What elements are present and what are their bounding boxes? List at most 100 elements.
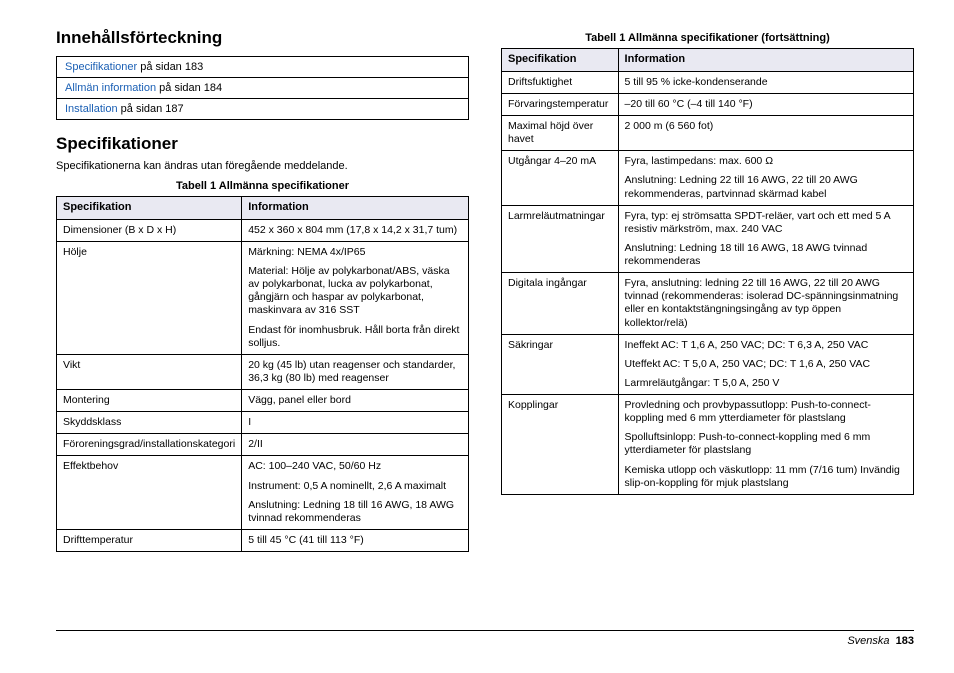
spec-cell: Skyddsklass bbox=[57, 412, 242, 434]
info-block: Uteffekt AC: T 5,0 A, 250 VAC; DC: T 1,6… bbox=[625, 358, 907, 371]
info-cell: 2/II bbox=[242, 434, 469, 456]
info-block: 20 kg (45 lb) utan reagenser och standar… bbox=[248, 359, 462, 385]
table-row: Digitala ingångarFyra, anslutning: ledni… bbox=[502, 273, 914, 335]
toc-table: Specifikationer på sidan 183 Allmän info… bbox=[56, 56, 469, 120]
info-block: Provledning och provbypassutlopp: Push-t… bbox=[625, 399, 907, 425]
info-block: 452 x 360 x 804 mm (17,8 x 14,2 x 31,7 t… bbox=[248, 224, 462, 237]
spec-intro: Specifikationerna kan ändras utan föregå… bbox=[56, 160, 469, 172]
info-cell: Fyra, typ: ej strömsatta SPDT-reläer, va… bbox=[618, 205, 913, 273]
info-cell: Fyra, lastimpedans: max. 600 Ω Anslutning… bbox=[618, 151, 913, 205]
info-block: Larmreläutgångar: T 5,0 A, 250 V bbox=[625, 377, 907, 390]
info-cell: 452 x 360 x 804 mm (17,8 x 14,2 x 31,7 t… bbox=[242, 219, 469, 241]
table-row: Vikt20 kg (45 lb) utan reagenser och sta… bbox=[57, 354, 469, 389]
info-block: Material: Hölje av polykarbonat/ABS, väs… bbox=[248, 265, 462, 318]
info-block: Endast för inomhusbruk. Håll borta från … bbox=[248, 324, 462, 350]
page-body: Innehållsförteckning Specifikationer på … bbox=[0, 0, 954, 620]
info-cell: Vägg, panel eller bord bbox=[242, 390, 469, 412]
spec-cell: Förvaringstemperatur bbox=[502, 93, 619, 115]
spec-cell: Vikt bbox=[57, 354, 242, 389]
table-row: Montering Vägg, panel eller bord bbox=[57, 390, 469, 412]
col-header-spec: Specifikation bbox=[502, 49, 619, 72]
table1-caption-cont: Tabell 1 Allmänna specifikationer (forts… bbox=[501, 32, 914, 44]
right-column: Tabell 1 Allmänna specifikationer (forts… bbox=[501, 28, 914, 620]
spec-cell: Digitala ingångar bbox=[502, 273, 619, 335]
table-row: Effektbehov AC: 100–240 VAC, 50/60 Hz Inst… bbox=[57, 456, 469, 530]
info-block: Vägg, panel eller bord bbox=[248, 394, 462, 407]
toc-suffix: på sidan 187 bbox=[118, 103, 184, 115]
spec-cell: Utgångar 4–20 mA bbox=[502, 151, 619, 205]
spec-cell: Effektbehov bbox=[57, 456, 242, 530]
left-column: Innehållsförteckning Specifikationer på … bbox=[56, 28, 469, 620]
info-block: Anslutning: Ledning 22 till 16 AWG, 22 t… bbox=[625, 174, 907, 200]
info-block: 5 till 95 % icke-kondenserande bbox=[625, 76, 907, 89]
info-cell: –20 till 60 °C (–4 till 140 °F) bbox=[618, 93, 913, 115]
info-cell: Fyra, anslutning: ledning 22 till 16 AWG… bbox=[618, 273, 913, 335]
toc-row: Allmän information på sidan 184 bbox=[57, 78, 469, 99]
table-row: Utgångar 4–20 mAFyra, lastimpedans: max.… bbox=[502, 151, 914, 205]
info-block: Fyra, lastimpedans: max. 600 Ω bbox=[625, 155, 907, 168]
table-row: Skyddsklass I bbox=[57, 412, 469, 434]
spec-cell: Säkringar bbox=[502, 334, 619, 394]
spec-cell: Drifttemperatur bbox=[57, 529, 242, 551]
info-cell: 5 till 45 °C (41 till 113 °F) bbox=[242, 529, 469, 551]
col-header-info: Information bbox=[242, 197, 469, 220]
spec-cell: Larmreläutmatningar bbox=[502, 205, 619, 273]
toc-row: Specifikationer på sidan 183 bbox=[57, 57, 469, 78]
info-cell: 2 000 m (6 560 fot) bbox=[618, 116, 913, 151]
info-block: AC: 100–240 VAC, 50/60 Hz bbox=[248, 460, 462, 473]
col-header-info: Information bbox=[618, 49, 913, 72]
table-row: KopplingarProvledning och provbypassutlo… bbox=[502, 395, 914, 495]
table-row: Föroreningsgrad/installationskategori 2/I… bbox=[57, 434, 469, 456]
spec-cell: Dimensioner (B x D x H) bbox=[57, 219, 242, 241]
info-block: I bbox=[248, 416, 462, 429]
toc-link[interactable]: Allmän information bbox=[65, 82, 156, 94]
toc-suffix: på sidan 184 bbox=[156, 82, 222, 94]
table1-caption: Tabell 1 Allmänna specifikationer bbox=[56, 180, 469, 192]
info-cell: 20 kg (45 lb) utan reagenser och standar… bbox=[242, 354, 469, 389]
table-row: Hölje Märkning: NEMA 4x/IP65 Material: Höl… bbox=[57, 241, 469, 354]
info-block: 2/II bbox=[248, 438, 462, 451]
spec-cell: Kopplingar bbox=[502, 395, 619, 495]
info-block: –20 till 60 °C (–4 till 140 °F) bbox=[625, 98, 907, 111]
toc-row: Installation på sidan 187 bbox=[57, 99, 469, 120]
info-block: Spolluftsinlopp: Push-to-connect-kopplin… bbox=[625, 431, 907, 457]
col-header-spec: Specifikation bbox=[57, 197, 242, 220]
info-cell: AC: 100–240 VAC, 50/60 Hz Instrument: 0,5… bbox=[242, 456, 469, 530]
info-cell: Ineffekt AC: T 1,6 A, 250 VAC; DC: T 6,3… bbox=[618, 334, 913, 394]
table-row: LarmreläutmatningarFyra, typ: ej strömsa… bbox=[502, 205, 914, 273]
info-block: Fyra, anslutning: ledning 22 till 16 AWG… bbox=[625, 277, 907, 330]
table-row: Säkringar Ineffekt AC: T 1,6 A, 250 VAC; … bbox=[502, 334, 914, 394]
spec-table-right: Specifikation Information Driftsfuktighe… bbox=[501, 48, 914, 495]
table-row: Drifttemperatur 5 till 45 °C (41 till 113… bbox=[57, 529, 469, 551]
info-cell: 5 till 95 % icke-kondenserande bbox=[618, 71, 913, 93]
footer-page-number: 183 bbox=[896, 635, 914, 647]
info-cell: Märkning: NEMA 4x/IP65 Material: Hölje av… bbox=[242, 241, 469, 354]
spec-cell: Maximal höjd över havet bbox=[502, 116, 619, 151]
info-block: 2 000 m (6 560 fot) bbox=[625, 120, 907, 133]
spec-heading: Specifikationer bbox=[56, 134, 469, 154]
footer-language: Svenska bbox=[847, 635, 889, 647]
toc-suffix: på sidan 183 bbox=[137, 61, 203, 73]
spec-cell: Hölje bbox=[57, 241, 242, 354]
spec-cell: Driftsfuktighet bbox=[502, 71, 619, 93]
spec-cell: Föroreningsgrad/installationskategori bbox=[57, 434, 242, 456]
info-block: Ineffekt AC: T 1,6 A, 250 VAC; DC: T 6,3… bbox=[625, 339, 907, 352]
info-cell: Provledning och provbypassutlopp: Push-t… bbox=[618, 395, 913, 495]
info-block: Anslutning: Ledning 18 till 16 AWG, 18 A… bbox=[625, 242, 907, 268]
table-row: Förvaringstemperatur –20 till 60 °C (–4 t… bbox=[502, 93, 914, 115]
toc-link[interactable]: Installation bbox=[65, 103, 118, 115]
page-footer: Svenska 183 bbox=[0, 631, 954, 647]
toc-link[interactable]: Specifikationer bbox=[65, 61, 137, 73]
info-block: Fyra, typ: ej strömsatta SPDT-reläer, va… bbox=[625, 210, 907, 236]
toc-heading: Innehållsförteckning bbox=[56, 28, 469, 48]
info-block: Kemiska utlopp och väskutlopp: 11 mm (7/… bbox=[625, 464, 907, 490]
spec-cell: Montering bbox=[57, 390, 242, 412]
info-block: Märkning: NEMA 4x/IP65 bbox=[248, 246, 462, 259]
info-cell: I bbox=[242, 412, 469, 434]
table-row: Driftsfuktighet 5 till 95 % icke-kondense… bbox=[502, 71, 914, 93]
info-block: 5 till 45 °C (41 till 113 °F) bbox=[248, 534, 462, 547]
table-row: Dimensioner (B x D x H) 452 x 360 x 804 m… bbox=[57, 219, 469, 241]
spec-table-left: Specifikation Information Dimensioner (B… bbox=[56, 196, 469, 552]
info-block: Instrument: 0,5 A nominellt, 2,6 A maxim… bbox=[248, 480, 462, 493]
table-row: Maximal höjd över havet 2 000 m (6 560 fo… bbox=[502, 116, 914, 151]
